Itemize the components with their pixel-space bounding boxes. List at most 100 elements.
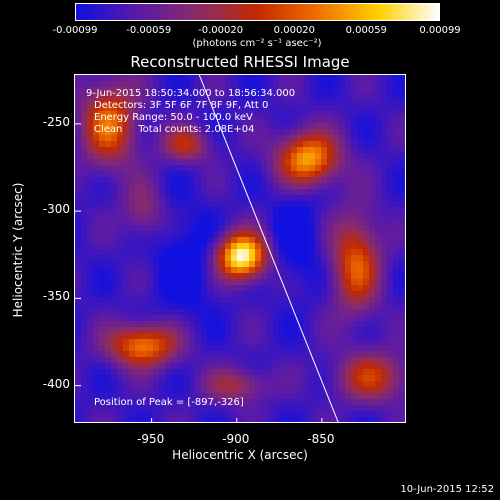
heatmap-cell: [363, 267, 370, 274]
heatmap-cell: [177, 177, 184, 184]
heatmap-cell: [351, 99, 358, 106]
heatmap-cell: [183, 87, 190, 94]
heatmap-cell: [303, 345, 310, 352]
heatmap-cell: [171, 393, 178, 400]
heatmap-cell: [195, 345, 202, 352]
heatmap-cell: [231, 309, 238, 316]
heatmap-cell: [135, 255, 142, 262]
heatmap-cell: [231, 111, 238, 118]
heatmap-cell: [81, 291, 88, 298]
heatmap-cell: [255, 339, 262, 346]
heatmap-cell: [111, 243, 118, 250]
heatmap-cell: [357, 141, 364, 148]
heatmap-cell: [111, 159, 118, 166]
heatmap-cell: [165, 147, 172, 154]
heatmap-cell: [255, 243, 262, 250]
heatmap-cell: [171, 87, 178, 94]
heatmap-cell: [237, 87, 244, 94]
heatmap-cell: [393, 315, 400, 322]
heatmap-cell: [141, 189, 148, 196]
heatmap-cell: [297, 303, 304, 310]
heatmap-cell: [315, 363, 322, 370]
heatmap-cell: [315, 129, 322, 136]
heatmap-cell: [297, 267, 304, 274]
heatmap-cell: [147, 375, 154, 382]
heatmap-cell: [177, 201, 184, 208]
heatmap-cell: [375, 417, 382, 422]
heatmap-cell: [291, 225, 298, 232]
heatmap-cell: [333, 303, 340, 310]
heatmap-cell: [159, 213, 166, 220]
heatmap-cell: [117, 231, 124, 238]
heatmap-cell: [177, 93, 184, 100]
heatmap-cell: [225, 165, 232, 172]
heatmap-cell: [171, 279, 178, 286]
heatmap-cell: [111, 327, 118, 334]
heatmap-cell: [363, 381, 370, 388]
heatmap-cell: [123, 417, 130, 422]
heatmap-cell: [387, 141, 394, 148]
heatmap-cell: [183, 267, 190, 274]
heatmap-cell: [153, 381, 160, 388]
heatmap-cell: [195, 153, 202, 160]
heatmap-cell: [189, 201, 196, 208]
heatmap-cell: [399, 351, 405, 358]
heatmap-cell: [387, 135, 394, 142]
heatmap-cell: [303, 333, 310, 340]
heatmap-cell: [219, 225, 226, 232]
heatmap-cell: [93, 327, 100, 334]
heatmap-cell: [369, 405, 376, 412]
heatmap-cell: [93, 369, 100, 376]
heatmap-cell: [105, 129, 112, 136]
heatmap-cell: [285, 351, 292, 358]
heatmap-cell: [375, 387, 382, 394]
heatmap-cell: [399, 195, 405, 202]
heatmap-cell: [99, 135, 106, 142]
heatmap-cell: [129, 219, 136, 226]
heatmap-cell: [339, 171, 346, 178]
heatmap-cell: [207, 189, 214, 196]
heatmap-cell: [225, 279, 232, 286]
heatmap-cell: [153, 231, 160, 238]
heatmap-cell: [321, 285, 328, 292]
heatmap-cell: [393, 171, 400, 178]
heatmap-cell: [303, 165, 310, 172]
heatmap-cell: [123, 291, 130, 298]
heatmap-cell: [225, 387, 232, 394]
heatmap-cell: [135, 399, 142, 406]
heatmap-cell: [237, 81, 244, 88]
heatmap-cell: [177, 261, 184, 268]
heatmap-cell: [165, 141, 172, 148]
heatmap-cell: [213, 219, 220, 226]
heatmap-cell: [141, 153, 148, 160]
heatmap-cell: [75, 87, 82, 94]
heatmap-cell: [291, 345, 298, 352]
timestamp: 10-Jun-2015 12:52: [400, 484, 494, 495]
heatmap-cell: [357, 249, 364, 256]
heatmap-cell: [273, 315, 280, 322]
heatmap-cell: [123, 87, 130, 94]
heatmap-cell: [87, 105, 94, 112]
heatmap-cell: [309, 159, 316, 166]
heatmap-cell: [405, 177, 406, 184]
heatmap-cell: [177, 81, 184, 88]
heatmap-cell: [381, 327, 388, 334]
heatmap-cell: [381, 411, 388, 418]
heatmap-cell: [105, 117, 112, 124]
heatmap-cell: [381, 75, 388, 82]
heatmap-cell: [189, 339, 196, 346]
heatmap-cell: [147, 291, 154, 298]
heatmap-cell: [345, 345, 352, 352]
heatmap-cell: [147, 321, 154, 328]
heatmap-cell: [291, 249, 298, 256]
heatmap-cell: [153, 123, 160, 130]
heatmap-cell: [309, 315, 316, 322]
heatmap-cell: [375, 405, 382, 412]
heatmap-cell: [393, 111, 400, 118]
heatmap-cell: [309, 201, 316, 208]
heatmap-cell: [207, 75, 214, 82]
heatmap-cell: [237, 213, 244, 220]
heatmap-cell: [99, 117, 106, 124]
heatmap-cell: [237, 327, 244, 334]
heatmap-cell: [405, 303, 406, 310]
